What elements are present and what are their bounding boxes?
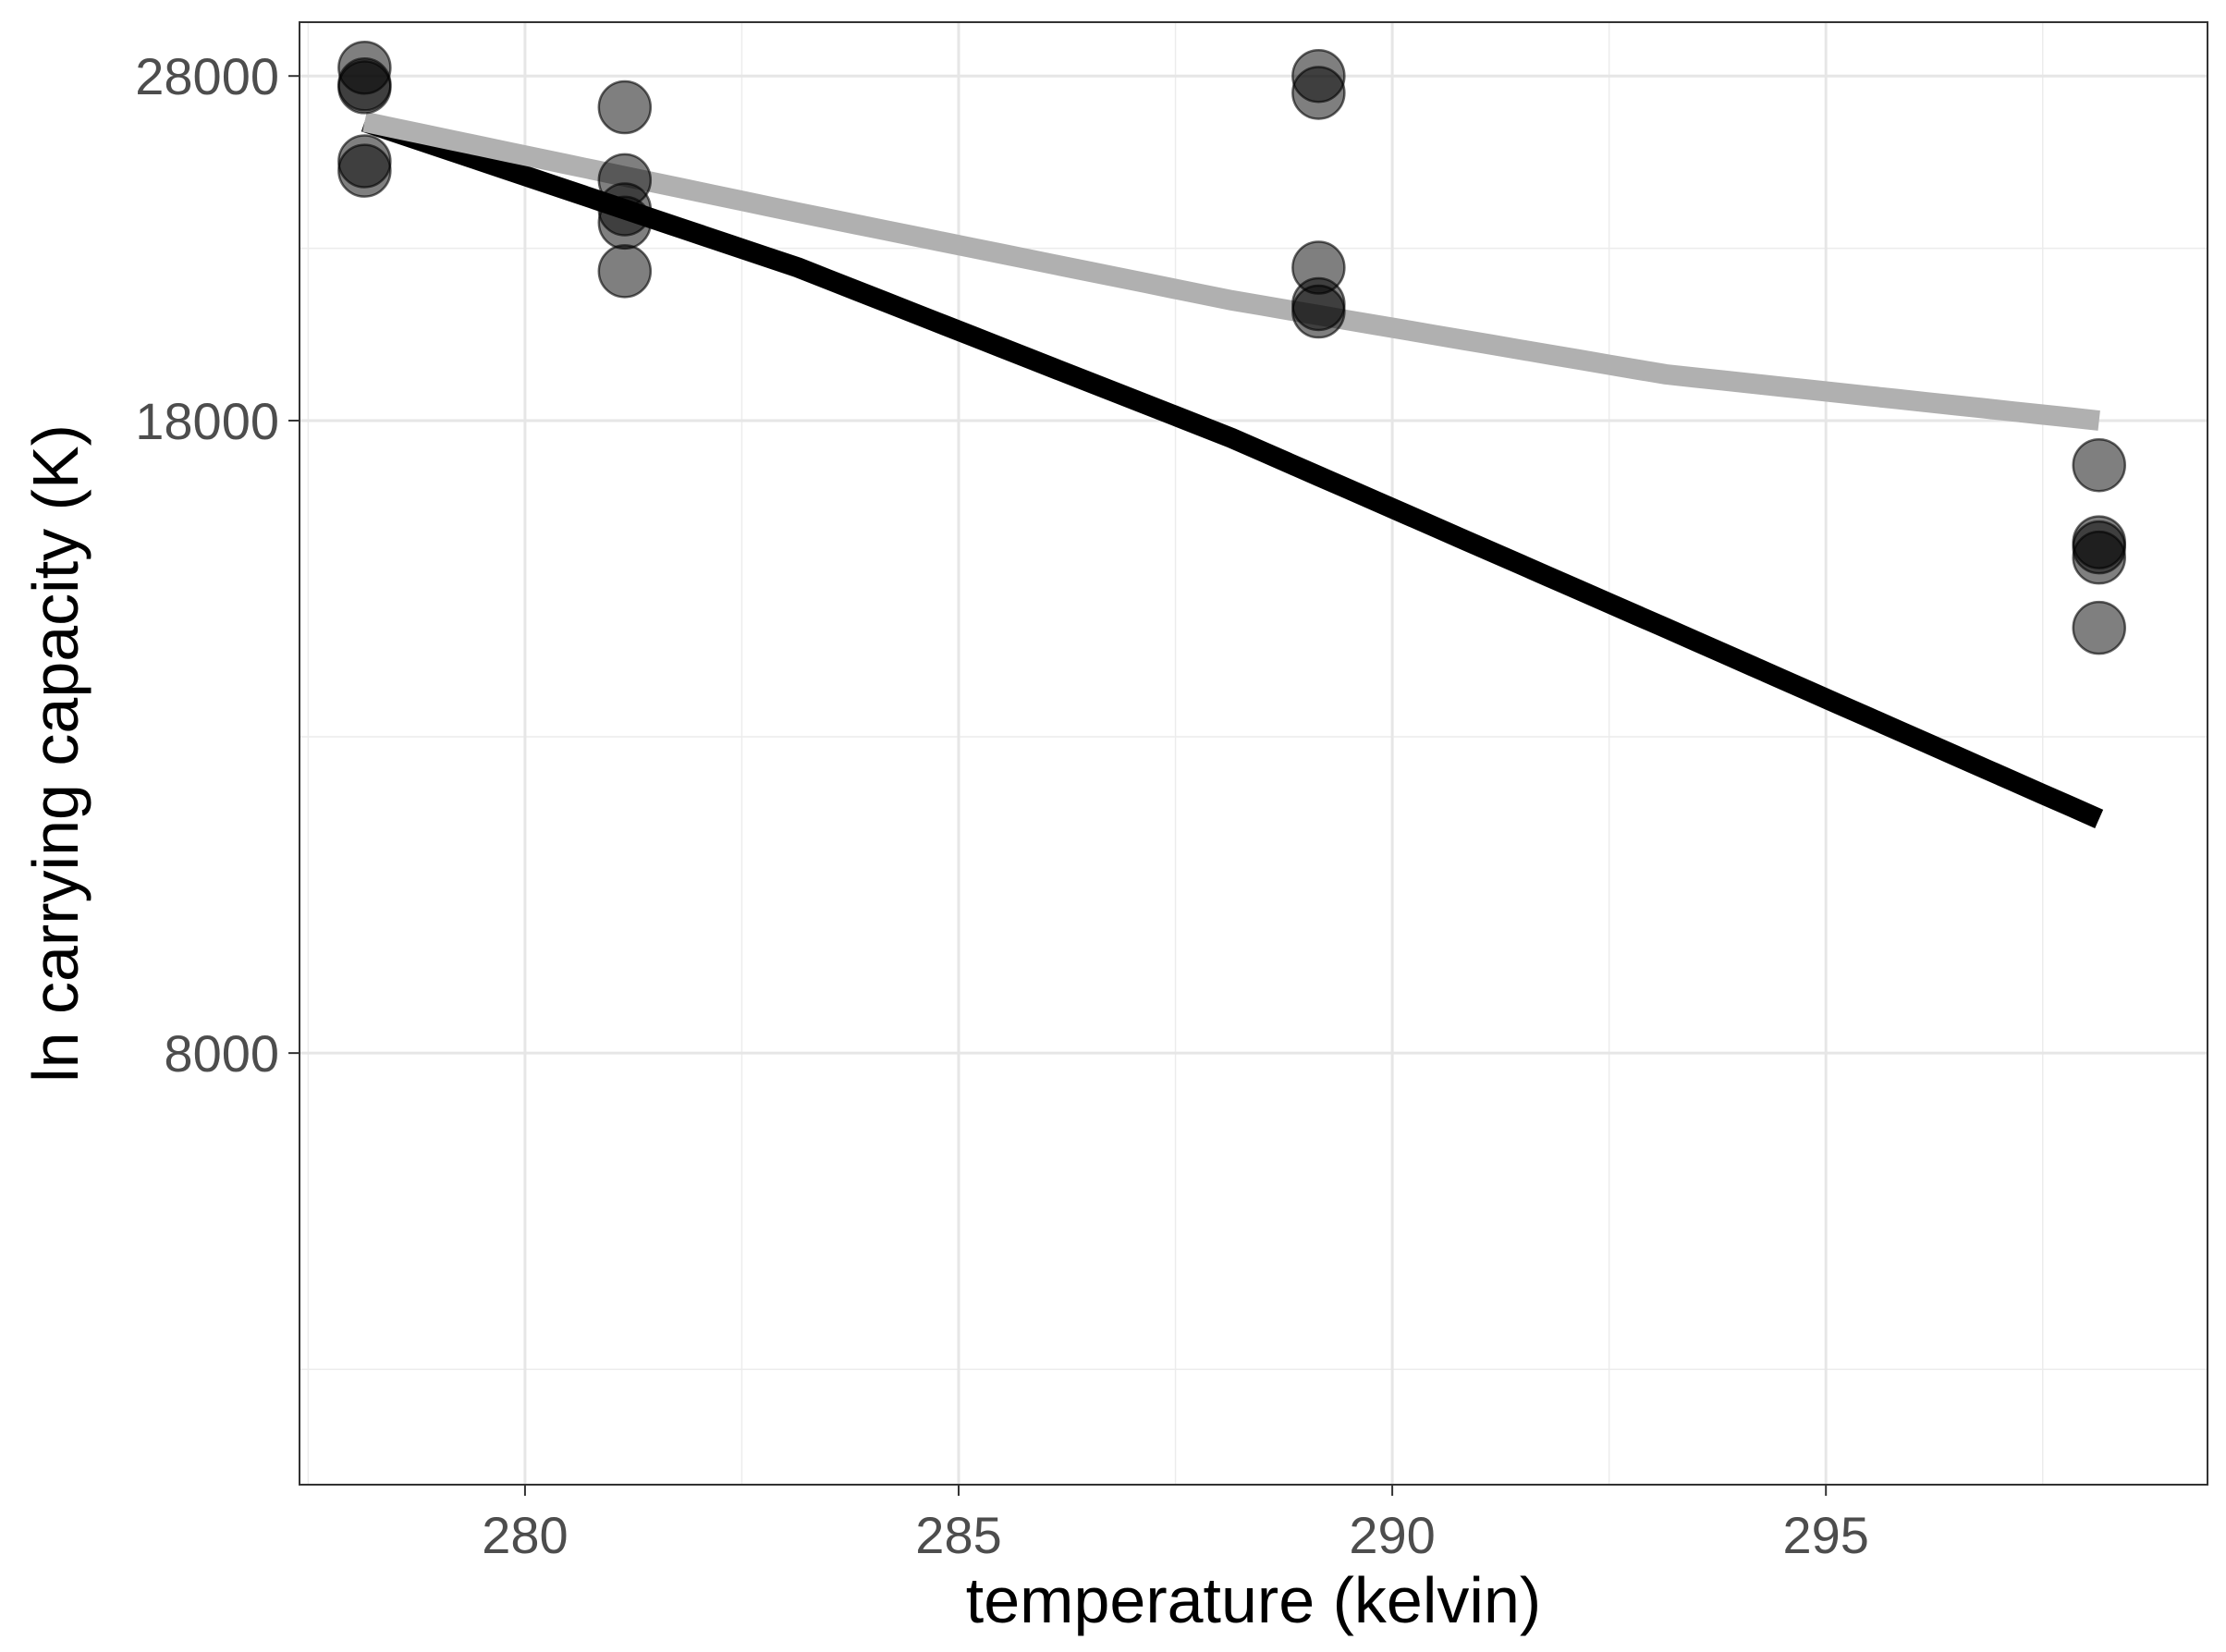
x-tick-label: 290: [1349, 1506, 1435, 1564]
y-axis-label: ln carrying capacity (K): [19, 424, 92, 1083]
panel-border: [299, 21, 2208, 1486]
x-tick-label: 295: [1782, 1506, 1868, 1564]
data-point: [2072, 600, 2126, 655]
data-point: [1291, 284, 1346, 339]
data-point: [597, 80, 653, 135]
data-point: [337, 143, 392, 198]
x-axis: 280 285 290 295: [482, 1485, 1869, 1564]
data-point: [2072, 437, 2126, 493]
fit-line-2: [362, 112, 2100, 431]
data-point: [337, 60, 392, 115]
x-tick-label: 280: [482, 1506, 568, 1564]
data-point: [597, 195, 653, 251]
data-point: [2072, 530, 2126, 585]
y-tick-label: 28000: [135, 47, 279, 105]
fit-line-1: [361, 112, 2104, 828]
data-point: [597, 244, 653, 299]
x-axis-label: temperature (kelvin): [966, 1564, 1541, 1636]
data-point: [1291, 66, 1346, 120]
y-tick-label: 8000: [164, 1024, 279, 1083]
grid-major: [300, 22, 2208, 1485]
y-axis: 8000 18000 28000: [135, 47, 300, 1083]
panel-background: [300, 22, 2208, 1485]
x-tick-label: 285: [915, 1506, 1001, 1564]
series-lines: [361, 112, 2104, 828]
series-points: [337, 40, 2126, 655]
y-tick-label: 18000: [135, 392, 279, 450]
